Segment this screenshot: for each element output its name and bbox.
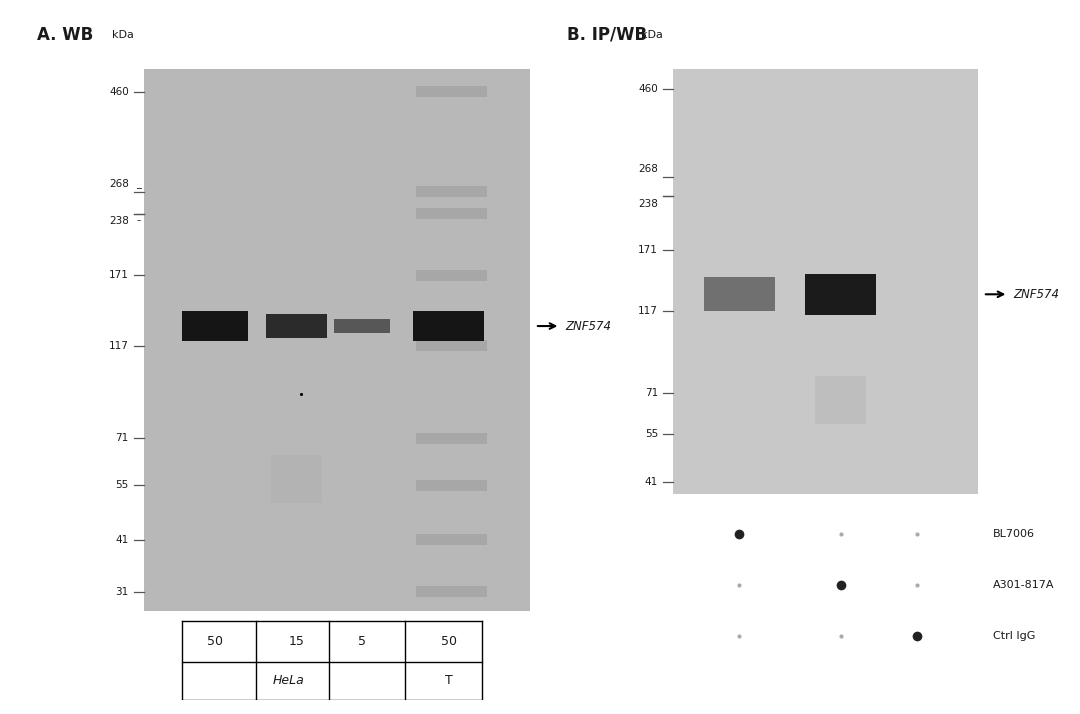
Text: 55: 55 xyxy=(116,481,129,491)
Text: 117: 117 xyxy=(109,341,129,351)
Text: Ctrl IgG: Ctrl IgG xyxy=(994,631,1036,641)
Text: 41: 41 xyxy=(116,535,129,545)
Bar xyxy=(673,69,977,494)
Text: 41: 41 xyxy=(645,477,658,487)
Bar xyxy=(416,208,487,219)
Text: 31: 31 xyxy=(116,587,129,597)
Text: 50: 50 xyxy=(207,635,224,648)
Bar xyxy=(144,69,530,610)
Bar xyxy=(416,586,487,597)
Text: 50: 50 xyxy=(441,635,457,648)
Text: 460: 460 xyxy=(109,87,129,97)
Text: kDa: kDa xyxy=(112,30,134,40)
Text: 71: 71 xyxy=(116,433,129,443)
Text: A. WB: A. WB xyxy=(38,26,94,44)
Text: A301-817A: A301-817A xyxy=(994,580,1054,590)
Text: 238: 238 xyxy=(638,199,658,209)
Text: 5: 5 xyxy=(359,635,366,648)
Text: 15: 15 xyxy=(288,635,305,648)
Bar xyxy=(416,340,487,351)
Bar xyxy=(416,86,487,97)
Bar xyxy=(806,273,876,315)
Text: 171: 171 xyxy=(109,270,129,281)
Text: BL7006: BL7006 xyxy=(994,528,1035,538)
Text: 171: 171 xyxy=(638,245,658,255)
Bar xyxy=(416,186,487,198)
Bar xyxy=(183,311,248,341)
Bar xyxy=(271,455,322,503)
Text: _: _ xyxy=(136,178,141,188)
Text: –: – xyxy=(136,216,140,226)
Text: kDa: kDa xyxy=(642,30,663,40)
Text: 71: 71 xyxy=(645,388,658,398)
Bar xyxy=(335,319,390,333)
Text: ZNF574: ZNF574 xyxy=(566,320,611,333)
Bar xyxy=(416,480,487,491)
Bar xyxy=(416,270,487,281)
Bar xyxy=(414,311,484,341)
Text: 268: 268 xyxy=(109,178,129,188)
Text: T: T xyxy=(445,674,453,688)
Bar xyxy=(416,535,487,545)
Bar xyxy=(416,433,487,443)
Text: B. IP/WB: B. IP/WB xyxy=(567,26,647,44)
Text: ZNF574: ZNF574 xyxy=(1013,288,1059,301)
Text: 55: 55 xyxy=(645,429,658,439)
Bar xyxy=(815,376,866,423)
Bar xyxy=(266,314,327,338)
Bar xyxy=(704,277,774,311)
Text: 268: 268 xyxy=(638,164,658,174)
Text: HeLa: HeLa xyxy=(273,674,305,688)
Text: 460: 460 xyxy=(638,84,658,94)
Text: 117: 117 xyxy=(638,306,658,316)
Text: 238: 238 xyxy=(109,216,129,226)
